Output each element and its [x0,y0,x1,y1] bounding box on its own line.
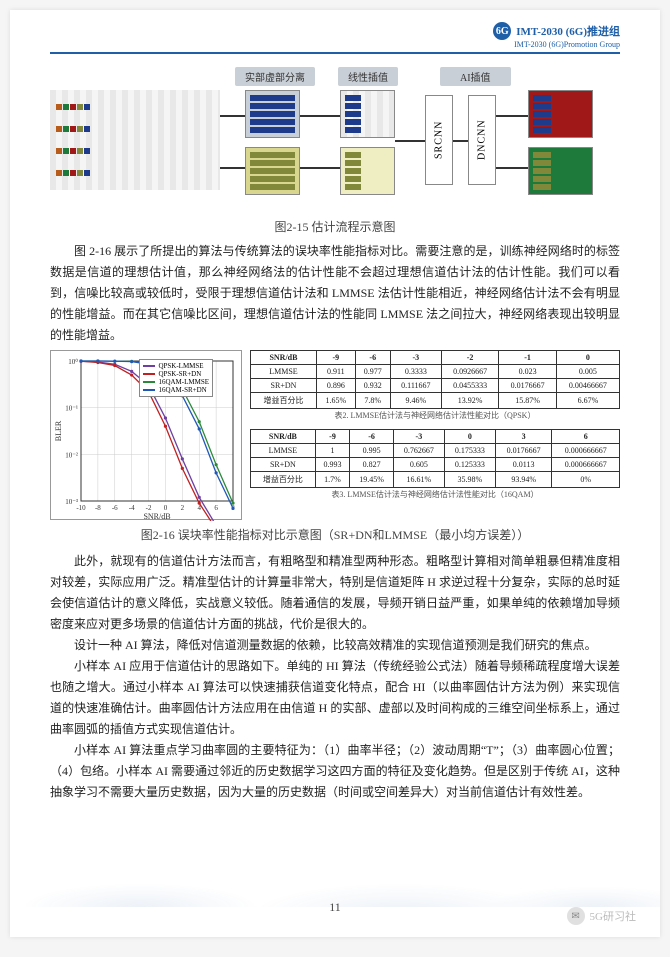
table-2-caption: 表3. LMMSE估计法与神经网络估计法性能对比（16QAM） [250,489,620,500]
caption-2-16: 图2-16 误块率性能指标对比示意图（SR+DN和LMMSE（最小均方误差）） [50,526,620,543]
chart-legend: QPSK-LMMSEQPSK-SR+DN16QAM-LMMSE16QAM-SR+… [139,359,213,397]
page-number: 11 [329,900,341,915]
table-1-wrap: SNR/dB-9-6-3-2-10LMMSE0.9110.9770.33330.… [250,350,620,421]
decorative-wave [10,847,660,907]
diagram-label-2: 线性插值 [338,67,398,86]
table-1: SNR/dB-9-6-3-2-10LMMSE0.9110.9770.33330.… [250,350,620,409]
svg-text:10⁰: 10⁰ [68,358,78,366]
header-title-cn: IMT-2030 (6G)推进组 [516,23,620,39]
svg-text:10⁻²: 10⁻² [65,451,78,459]
table-2: SNR/dB-9-6-3036LMMSE10.9950.7626670.1753… [250,429,620,488]
bler-chart: 10⁰10⁻¹10⁻²10⁻³-10-8-6-4-202468SNR/dBBLE… [50,350,242,520]
paragraph-4: 小样本 AI 应用于信道估计的思路如下。单纯的 HI 算法（传统经验公式法）随着… [50,656,620,740]
connector [453,140,468,142]
connector [220,167,245,169]
diagram-output-top [528,90,593,138]
svg-text:10⁻¹: 10⁻¹ [65,405,78,413]
input-row [56,170,220,176]
input-row [56,104,220,110]
diagram-dncnn-box: DNCNN [468,95,496,185]
connector [496,115,528,117]
paragraph-1: 图 2-16 展示了所提出的算法与传统算法的误块率性能指标对比。需要注意的是，训… [50,241,620,346]
diagram-real-block [245,90,300,138]
svg-text:-6: -6 [112,504,118,512]
paragraph-5: 小样本 AI 算法重点学习曲率圆的主要特征为：（1）曲率半径；（2）波动周期“T… [50,740,620,803]
watermark-text: 5G研习社 [590,908,636,924]
header-rule [50,52,620,54]
caption-2-15: 图2-15 估计流程示意图 [50,218,620,235]
svg-text:-2: -2 [146,504,152,512]
connector [395,140,425,142]
content: 实部虚部分离 线性插值 AI插值 [50,65,620,803]
table-1-caption: 表2. LMMSE估计法与神经网络估计法性能对比（QPSK） [250,410,620,421]
svg-text:-8: -8 [95,504,101,512]
svg-text:0: 0 [164,504,168,512]
paragraph-3: 设计一种 AI 算法，降低对信道测量数据的依赖，比较高效精准的实现信道预测是我们… [50,635,620,656]
watermark-icon: ✉ [567,907,585,925]
input-row [56,148,220,154]
svg-text:2: 2 [181,504,185,512]
diagram-label-3: AI插值 [440,67,511,86]
svg-text:BLER: BLER [54,420,63,441]
header-title-en: IMT-2030 (6G)Promotion Group [493,40,620,49]
svg-text:-4: -4 [129,504,135,512]
paragraph-2: 此外，就现有的信道估计方法而言，有粗略型和精准型两种形态。粗略型计算相对简单粗暴… [50,551,620,635]
diagram-srcnn-box: SRCNN [425,95,453,185]
figure-2-16-row: 10⁰10⁻¹10⁻²10⁻³-10-8-6-4-202468SNR/dBBLE… [50,350,620,520]
connector [496,167,528,169]
svg-text:6: 6 [214,504,218,512]
diagram-linear-top [340,90,395,138]
connector [220,115,245,117]
page: 6G IMT-2030 (6G)推进组 IMT-2030 (6G)Promoti… [10,10,660,937]
connector [300,115,340,117]
figure-2-15: 实部虚部分离 线性插值 AI插值 [50,65,620,210]
diagram-output-bottom [528,147,593,195]
svg-text:-10: -10 [76,504,86,512]
svg-text:SNR/dB: SNR/dB [143,512,170,521]
page-header: 6G IMT-2030 (6G)推进组 IMT-2030 (6G)Promoti… [493,22,620,49]
logo-icon: 6G [493,22,511,40]
input-row [56,126,220,132]
diagram-label-1: 实部虚部分离 [235,67,315,86]
watermark: ✉ 5G研习社 [567,907,636,925]
diagram-input-grid [50,90,220,190]
diagram-linear-bottom [340,147,395,195]
diagram-imag-block [245,147,300,195]
connector [300,167,340,169]
table-2-wrap: SNR/dB-9-6-3036LMMSE10.9950.7626670.1753… [250,429,620,500]
